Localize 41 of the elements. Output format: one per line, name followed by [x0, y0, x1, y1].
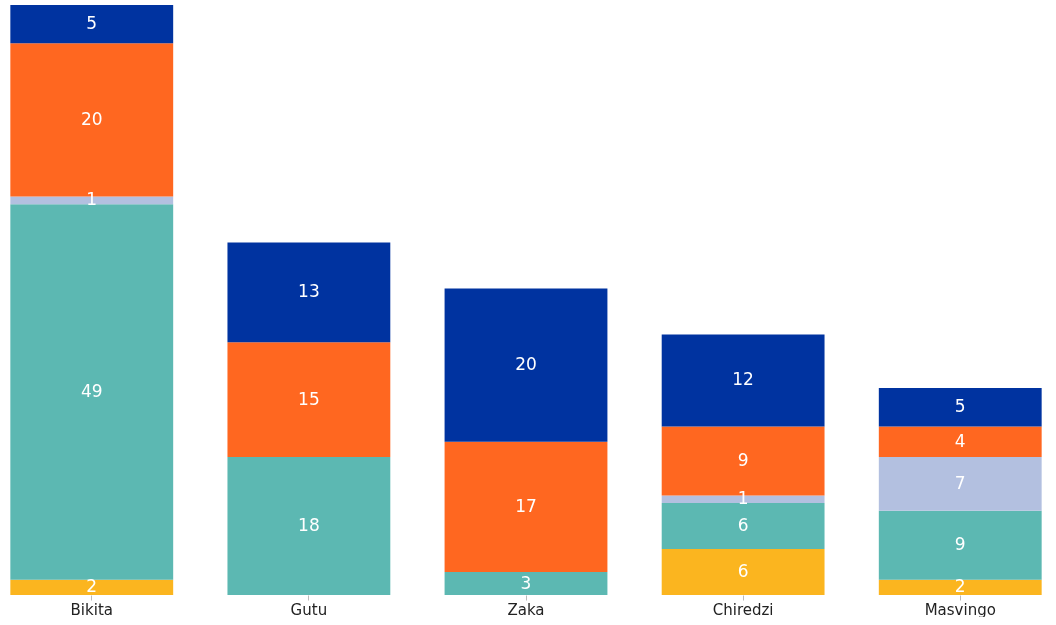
data-label: 5	[954, 396, 966, 417]
bar	[878, 579, 1042, 595]
bar	[661, 503, 825, 550]
bar	[878, 457, 1042, 511]
x-tick-label: Bikita	[70, 600, 113, 619]
bar	[10, 5, 174, 44]
bar	[227, 242, 391, 343]
bar	[878, 510, 1042, 580]
data-label: 3	[520, 572, 532, 593]
data-label: 20	[515, 354, 537, 375]
data-label: 9	[954, 534, 966, 555]
data-label: 6	[737, 561, 749, 582]
bar	[878, 426, 1042, 458]
data-label: 9	[737, 449, 749, 470]
bar	[444, 288, 608, 442]
data-label: 17	[515, 495, 537, 516]
x-tick-label: Masvingo	[924, 600, 996, 619]
data-label: 12	[732, 369, 754, 390]
bar	[878, 388, 1042, 427]
data-label: 7	[954, 472, 966, 493]
data-label: 2	[86, 576, 98, 597]
bar	[444, 572, 608, 595]
bar	[227, 342, 391, 458]
data-label: 20	[80, 108, 103, 129]
x-tick-label: Gutu	[290, 600, 328, 619]
data-label: 15	[298, 388, 320, 409]
data-label: 49	[80, 380, 103, 401]
data-label: 6	[737, 515, 749, 536]
data-label: 13	[298, 281, 320, 302]
data-label: 2	[954, 576, 966, 597]
bar	[444, 441, 608, 573]
bar	[661, 549, 825, 595]
bar	[10, 204, 174, 580]
data-label: 4	[954, 430, 966, 451]
bar	[10, 579, 174, 595]
x-tick-label: Zaka	[507, 600, 545, 619]
bar	[227, 457, 391, 595]
data-label: 18	[298, 515, 320, 536]
data-label: 5	[86, 13, 98, 34]
bar	[661, 334, 825, 427]
x-tick-label: Chiredzi	[712, 600, 774, 619]
